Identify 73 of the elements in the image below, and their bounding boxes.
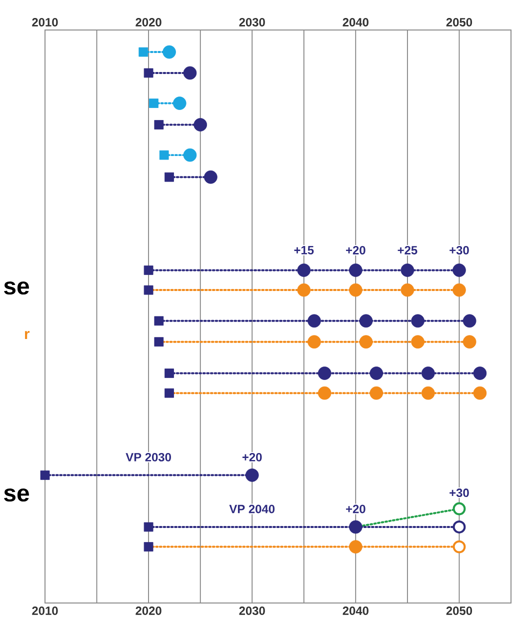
point: [144, 266, 154, 275]
point: [452, 283, 466, 297]
point: [154, 120, 164, 130]
point: [138, 47, 148, 57]
x-tick-label: 2010: [32, 606, 58, 615]
point: [164, 388, 174, 398]
annotation: +15: [294, 246, 314, 254]
point: [452, 264, 466, 277]
point: [462, 335, 476, 349]
annotation: +25: [398, 246, 418, 254]
annotation: +20: [346, 504, 366, 514]
point: [159, 150, 169, 160]
point: [172, 96, 186, 110]
point: [245, 468, 259, 482]
point: [473, 386, 487, 400]
point: [348, 520, 362, 534]
point: [154, 337, 164, 347]
point: [400, 264, 414, 277]
point: [318, 386, 332, 400]
x-tick-label: 2050: [446, 606, 472, 615]
point: [144, 542, 154, 552]
x2-tick-label: 2040: [342, 18, 368, 26]
x-tick-label: 2040: [342, 606, 368, 615]
point: [411, 314, 424, 328]
point: [473, 366, 487, 380]
annotation: VP 2040: [229, 504, 275, 514]
annotation: +20: [242, 452, 262, 462]
point: [144, 522, 154, 532]
point: [348, 264, 362, 277]
point: [308, 335, 321, 349]
point: [462, 314, 476, 328]
x-tick-label: 2020: [136, 606, 162, 615]
point: [144, 285, 154, 295]
point: [204, 170, 218, 184]
annotation: +30: [450, 488, 469, 498]
x2-tick-label: 2050: [446, 18, 472, 26]
point: [297, 264, 311, 277]
point: [194, 118, 208, 132]
point: [359, 314, 373, 328]
point: [183, 148, 197, 162]
point: [149, 98, 158, 108]
point: [297, 283, 311, 297]
point: [164, 172, 174, 182]
x2-tick-label: 2020: [136, 18, 162, 26]
point: [411, 335, 424, 349]
point: [154, 316, 164, 326]
point: [359, 335, 373, 349]
x2-tick-label: 2010: [32, 18, 58, 26]
text: se: [4, 281, 29, 295]
point: [183, 66, 197, 80]
point: [452, 520, 466, 534]
point: [370, 366, 384, 380]
x2-tick-label: 2030: [239, 18, 265, 26]
point: [348, 540, 362, 554]
point: [162, 45, 176, 59]
point: [452, 502, 466, 516]
x-tick-label: 2030: [239, 606, 265, 616]
point: [400, 283, 414, 297]
point: [348, 283, 362, 297]
point: [40, 470, 50, 480]
annotation: +30: [450, 246, 469, 254]
point: [164, 368, 174, 378]
point: [421, 386, 435, 400]
point: [421, 366, 435, 380]
text: r: [24, 330, 30, 340]
point: [318, 366, 332, 380]
annotation: +20: [346, 246, 366, 254]
point: [308, 314, 321, 328]
point: [452, 540, 466, 554]
point: [144, 68, 154, 78]
text: se: [4, 488, 29, 502]
point: [370, 386, 384, 400]
annotation: VP 2030: [126, 452, 171, 462]
